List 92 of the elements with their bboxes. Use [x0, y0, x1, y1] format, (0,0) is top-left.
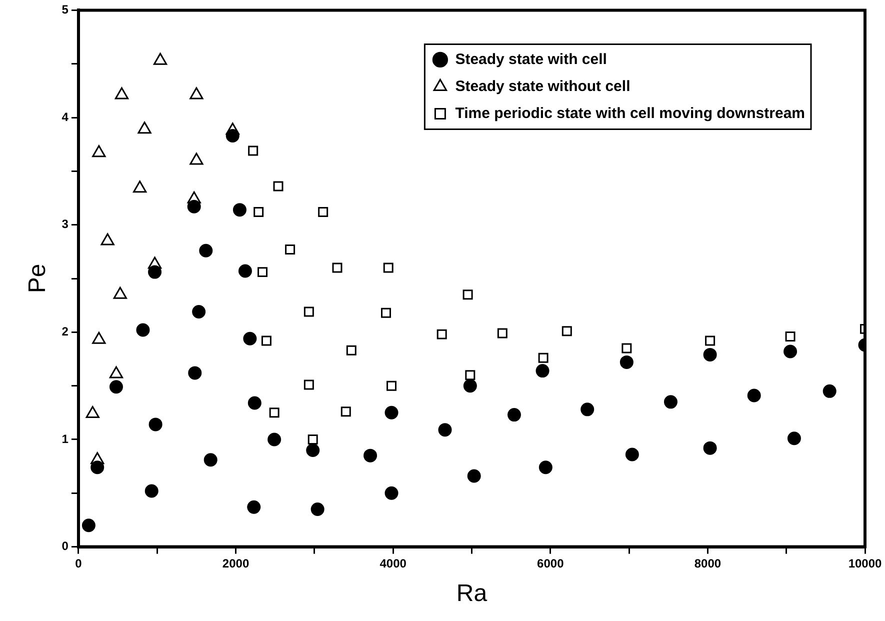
point [226, 129, 240, 143]
point [238, 264, 252, 278]
point [310, 502, 324, 516]
point [273, 181, 284, 192]
y-tick-label: 3 [62, 217, 69, 232]
point [703, 348, 717, 362]
point [383, 262, 394, 273]
point [465, 370, 476, 380]
point [187, 200, 201, 214]
point [269, 408, 280, 418]
x-tick-label: 0 [75, 556, 82, 570]
point [114, 87, 129, 100]
point [261, 336, 272, 346]
point [153, 52, 168, 65]
y-tick-label: 1 [62, 432, 69, 446]
point [462, 290, 473, 300]
point [192, 305, 206, 319]
point [109, 380, 123, 394]
point [538, 352, 548, 363]
point [381, 308, 391, 318]
point [204, 453, 218, 467]
point [248, 146, 258, 156]
legend-label: Steady state with cell [455, 50, 607, 68]
x-axis-title: Ra [456, 580, 488, 608]
point [308, 434, 318, 444]
point [148, 418, 162, 432]
legend-label: Time periodic state with cell moving downstream [455, 104, 806, 122]
y-tick-label: 5 [62, 2, 69, 17]
point [620, 355, 634, 369]
point [497, 328, 508, 338]
point [268, 432, 282, 446]
point [822, 384, 836, 398]
point [318, 206, 328, 217]
point [384, 486, 398, 500]
point [747, 388, 761, 402]
point [92, 145, 106, 158]
x-tick-label: 6000 [537, 556, 564, 570]
point [190, 152, 204, 165]
point [243, 332, 257, 346]
point [190, 87, 204, 100]
point [785, 331, 796, 342]
point [100, 233, 114, 246]
point [386, 380, 397, 391]
point [254, 206, 264, 217]
point [703, 441, 717, 455]
point [247, 500, 261, 514]
point [232, 203, 246, 217]
point [133, 180, 147, 193]
point [622, 343, 632, 354]
point [199, 244, 213, 258]
y-tick-label: 4 [62, 110, 69, 124]
point [562, 326, 572, 336]
point [332, 262, 342, 273]
point [304, 306, 314, 317]
point [138, 122, 152, 134]
point [580, 402, 594, 416]
point [664, 395, 678, 409]
point [536, 364, 550, 378]
point [625, 448, 639, 462]
point [784, 344, 798, 358]
point [705, 336, 716, 346]
y-tick-label: 0 [62, 539, 69, 554]
point [340, 406, 351, 417]
point [346, 345, 356, 356]
point [438, 423, 452, 437]
point [467, 469, 481, 483]
point [113, 286, 127, 299]
point [436, 329, 447, 340]
point [304, 380, 314, 390]
point [364, 448, 378, 462]
point [148, 265, 162, 279]
x-tick-label: 2000 [222, 556, 250, 570]
x-tick-label: 10000 [848, 556, 882, 570]
point [787, 432, 801, 446]
y-tick-label: 2 [62, 324, 69, 338]
point [248, 396, 262, 410]
y-axis-title: Pe [24, 264, 52, 294]
point [507, 408, 521, 422]
x-tick-label: 4000 [380, 556, 407, 570]
legend-label: Steady state without cell [455, 78, 630, 95]
point [463, 379, 477, 393]
point [384, 406, 398, 420]
point [258, 267, 268, 278]
point [306, 443, 320, 457]
point [82, 518, 96, 532]
point [144, 484, 158, 498]
point [285, 244, 296, 255]
point [538, 460, 552, 474]
point [188, 366, 202, 380]
x-tick-label: 8000 [694, 556, 722, 570]
point [90, 460, 104, 474]
point [136, 323, 150, 337]
